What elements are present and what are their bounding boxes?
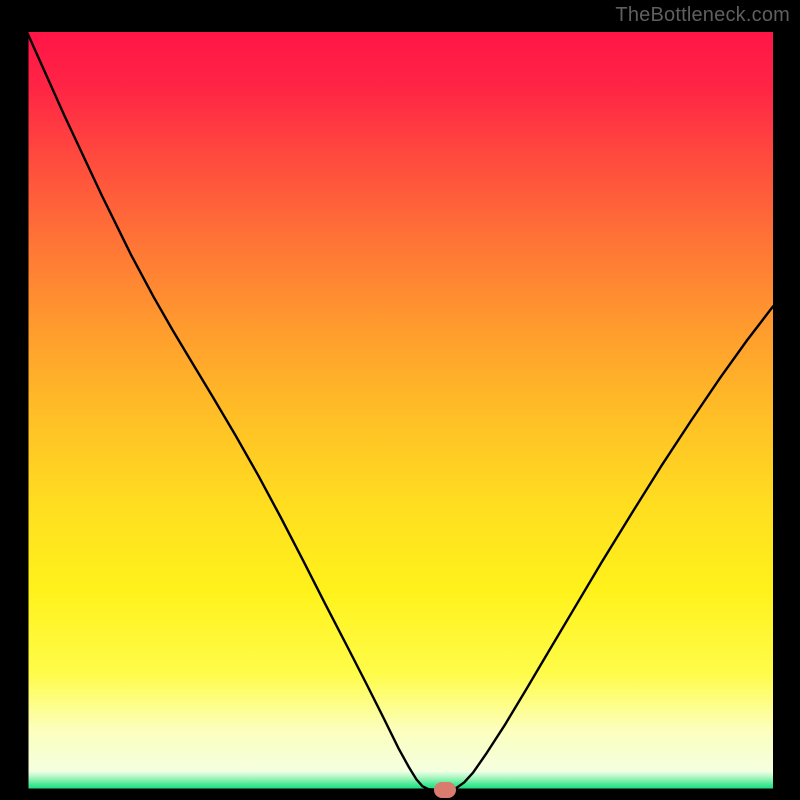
bottleneck-curve (27, 32, 773, 790)
watermark-text: TheBottleneck.com (615, 4, 790, 27)
chart-container: { "watermark": { "text": "TheBottleneck.… (0, 0, 800, 800)
optimal-point-marker (434, 782, 456, 798)
plot-area (27, 32, 773, 790)
